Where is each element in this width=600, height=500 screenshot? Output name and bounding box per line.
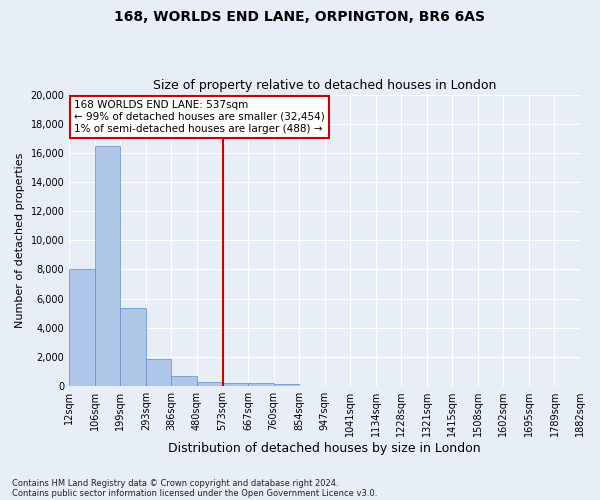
X-axis label: Distribution of detached houses by size in London: Distribution of detached houses by size … [169,442,481,455]
Bar [248,384,274,386]
Bar [121,308,146,386]
Bar [69,268,95,386]
Text: 168 WORLDS END LANE: 537sqm
← 99% of detached houses are smaller (32,454)
1% of : 168 WORLDS END LANE: 537sqm ← 99% of det… [74,100,325,134]
Text: Contains public sector information licensed under the Open Government Licence v3: Contains public sector information licen… [12,488,377,498]
Bar [172,376,197,386]
Bar [197,382,223,386]
Bar [274,384,299,386]
Bar [223,383,248,386]
Text: 168, WORLDS END LANE, ORPINGTON, BR6 6AS: 168, WORLDS END LANE, ORPINGTON, BR6 6AS [115,10,485,24]
Text: Contains HM Land Registry data © Crown copyright and database right 2024.: Contains HM Land Registry data © Crown c… [12,478,338,488]
Y-axis label: Number of detached properties: Number of detached properties [15,152,25,328]
Title: Size of property relative to detached houses in London: Size of property relative to detached ho… [153,79,496,92]
Bar [146,359,172,386]
Bar [95,146,121,386]
